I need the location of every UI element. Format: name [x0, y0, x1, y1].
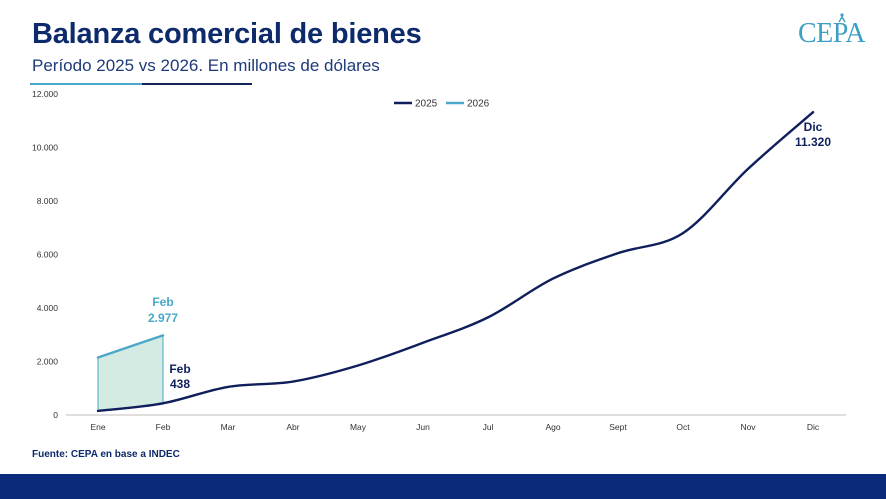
- annotation-label: Feb: [152, 295, 173, 309]
- y-tick-label: 12.000: [32, 89, 58, 99]
- cepa-logo: CEPA: [798, 18, 866, 49]
- x-tick-label: Jun: [416, 422, 430, 432]
- y-tick-label: 8.000: [37, 196, 59, 206]
- x-tick-label: May: [350, 422, 367, 432]
- y-tick-label: 10.000: [32, 143, 58, 153]
- series-2025-line: [96, 110, 815, 413]
- x-tick-label: Oct: [676, 422, 690, 432]
- x-tick-label: Nov: [740, 422, 756, 432]
- annotation-value: 438: [170, 377, 190, 391]
- legend-label-2026: 2026: [467, 99, 490, 110]
- annotation-value: 11.320: [795, 135, 831, 149]
- series-2026-line: [96, 334, 165, 359]
- y-tick-label: 2.000: [37, 357, 59, 367]
- x-tick-label: Feb: [156, 422, 171, 432]
- x-tick-label: Sept: [609, 422, 627, 432]
- annotation-label: Dic: [804, 120, 823, 134]
- source-note: Fuente: CEPA en base a INDEC: [32, 449, 180, 460]
- chart-subtitle: Período 2025 vs 2026. En millones de dól…: [32, 56, 380, 75]
- x-tick-label: Ene: [90, 422, 105, 432]
- chart-title: Balanza comercial de bienes: [32, 18, 422, 50]
- x-tick-label: Ago: [545, 422, 560, 432]
- title-underline-dark: [142, 83, 252, 85]
- x-tick-label: Abr: [286, 422, 299, 432]
- footer-bar: [0, 474, 886, 499]
- x-tick-label: Jul: [483, 422, 494, 432]
- x-tick-label: Mar: [221, 422, 236, 432]
- y-tick-label: 0: [53, 410, 58, 420]
- annotation-value: 2.977: [148, 311, 178, 325]
- legend-label-2025: 2025: [415, 99, 438, 110]
- y-tick-label: 4.000: [37, 303, 59, 313]
- y-tick-label: 6.000: [37, 250, 59, 260]
- gap-area: [98, 335, 163, 411]
- x-tick-label: Dic: [807, 422, 820, 432]
- annotation-label: Feb: [169, 362, 190, 376]
- logo-figure-icon: [838, 13, 846, 23]
- title-underline-light: [30, 83, 142, 85]
- trade-balance-chart: 0 2.000 4.000 6.000 8.000 10.000 12.000 Ene Feb M…: [32, 89, 846, 432]
